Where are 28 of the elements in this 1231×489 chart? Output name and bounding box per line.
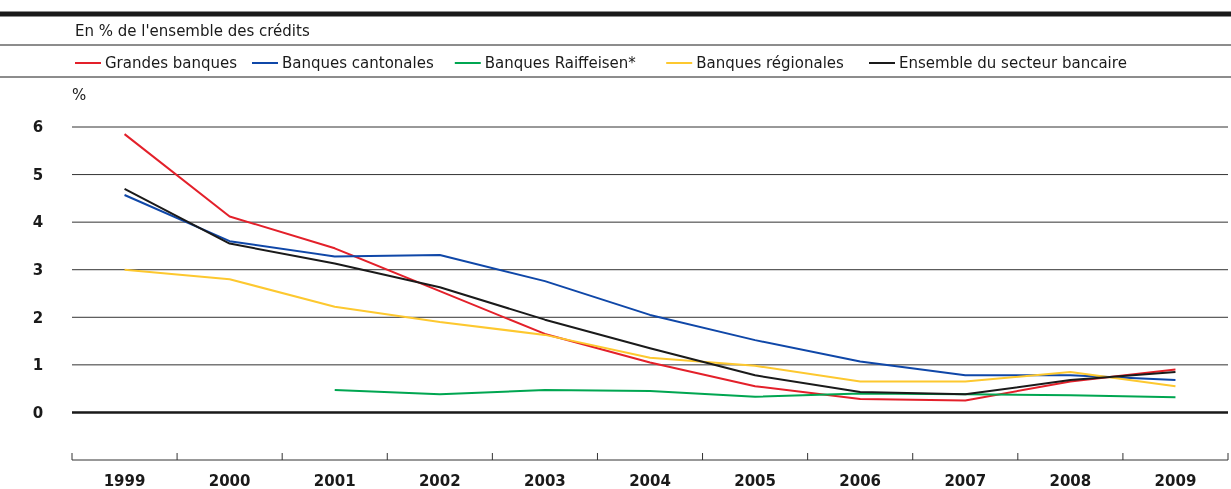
x-tick-label: 2006 [839, 472, 882, 489]
legend-label: Ensemble du secteur bancaire [899, 54, 1127, 72]
line-series [123, 268, 1177, 388]
x-tick-label: 1999 [103, 472, 146, 489]
legend-label: Banques cantonales [282, 54, 434, 72]
x-tick-label: 2002 [418, 472, 461, 489]
y-tick-label: 0 [32, 403, 44, 422]
y-tick-label: 1 [32, 356, 44, 375]
legend-label: Grandes banques [105, 54, 238, 72]
y-tick-label: 5 [32, 165, 44, 184]
x-tick-label: 2003 [524, 472, 566, 489]
line-series [123, 133, 1177, 402]
x-tick-label: 2000 [208, 472, 251, 489]
y-axis-title: % [72, 86, 87, 104]
legend-label: Banques Raiffeisen* [484, 54, 637, 72]
x-tick-label: 2007 [944, 472, 987, 489]
chart-title: En % de l'ensemble des crédits [75, 22, 310, 40]
y-tick-label: 2 [32, 308, 44, 327]
line-series [333, 389, 1177, 399]
y-tick-label: 6 [32, 118, 44, 137]
x-tick-label: 2005 [734, 472, 776, 489]
y-tick-label: 4 [32, 213, 44, 232]
legend-label: Banques régionales [696, 54, 845, 72]
x-tick-label: 2009 [1154, 472, 1197, 489]
x-tick-label: 2001 [313, 472, 356, 489]
x-tick-label: 2008 [1049, 472, 1092, 489]
x-tick-label: 2004 [629, 472, 671, 489]
y-tick-label: 3 [32, 260, 44, 279]
